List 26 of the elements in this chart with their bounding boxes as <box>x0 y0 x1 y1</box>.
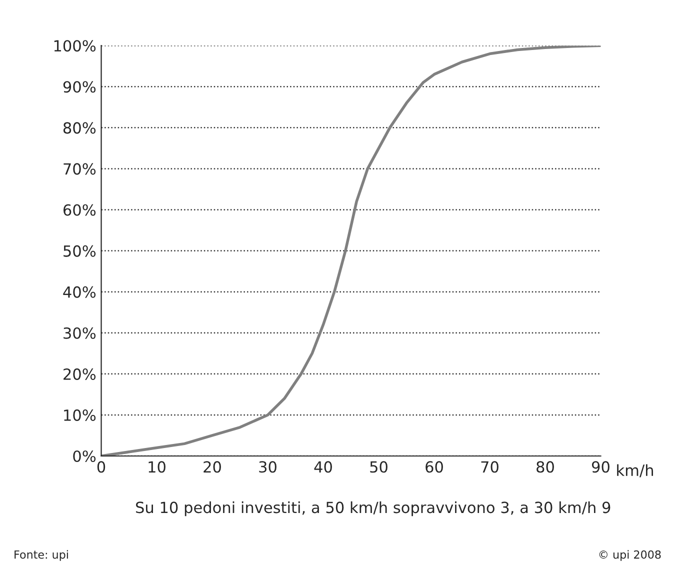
x-tick-label: 20 <box>204 461 221 473</box>
x-tick-label: 30 <box>259 461 276 473</box>
x-tick-label: 40 <box>314 461 332 473</box>
y-tick-label: 20% <box>64 368 96 380</box>
y-tick-label: 30% <box>64 327 96 339</box>
x-axis-title: km/h <box>617 464 653 478</box>
y-tick-label: 60% <box>64 204 96 216</box>
source-note: Fonte: upi <box>14 550 68 561</box>
y-tick-label: 100% <box>54 40 96 52</box>
y-tick-label: 10% <box>64 409 96 421</box>
y-tick-label: 80% <box>63 122 96 134</box>
y-tick-label: 0% <box>73 450 96 462</box>
x-tick-label: 80 <box>536 461 554 473</box>
y-tick-label: 90% <box>63 81 96 93</box>
x-tick-label: 70 <box>481 461 498 473</box>
y-tick-label: 40% <box>63 286 96 298</box>
text: © upi 2008 <box>599 550 661 561</box>
text: Su 10 pedoni investiti, a 50 km/h sopravvivono 3, a 30 km/h 9 <box>136 501 610 516</box>
x-tick-label: 10 <box>148 461 166 473</box>
y-tick-label: 50% <box>64 245 96 257</box>
x-tick-label: 60 <box>426 461 443 473</box>
x-tick-label: 90 <box>592 461 610 473</box>
x-tick-label: 0 <box>97 461 106 473</box>
y-tick-label: 70% <box>64 163 96 175</box>
line-series <box>101 46 601 456</box>
x-tick-label: 50 <box>370 461 388 473</box>
